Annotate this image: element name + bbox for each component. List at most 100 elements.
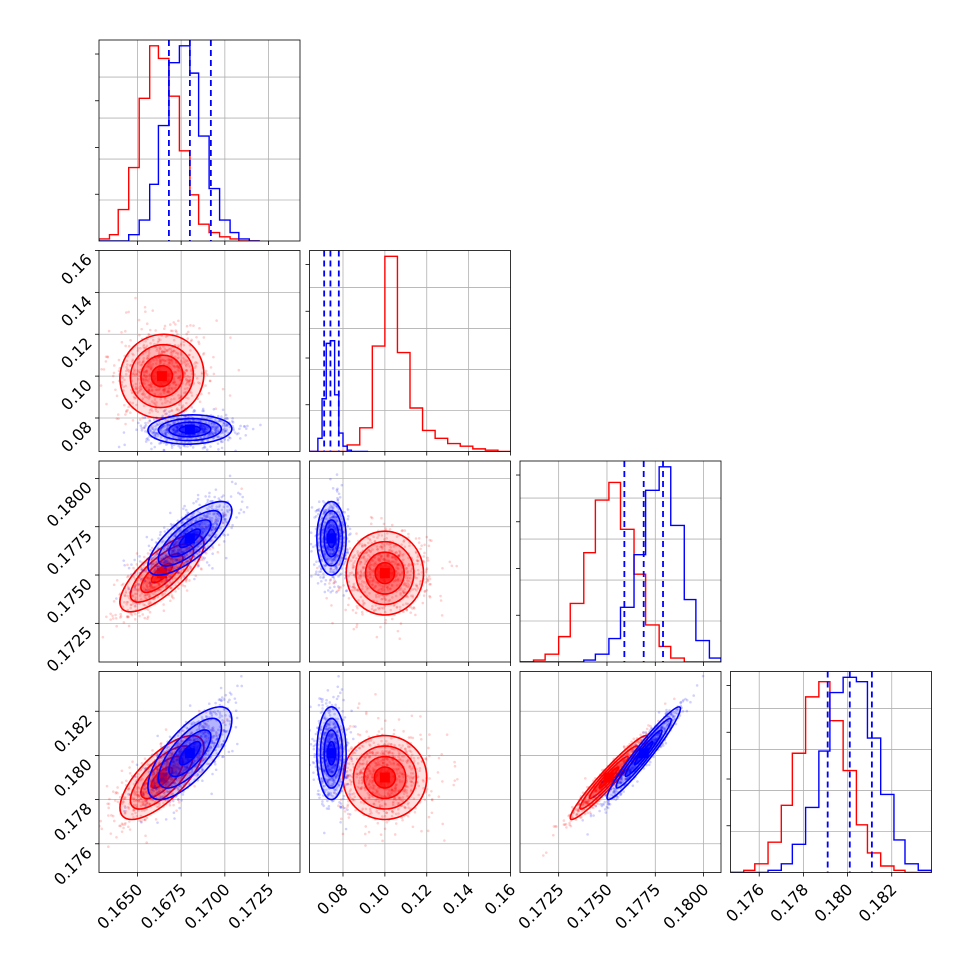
scatter-point [140, 392, 144, 396]
scatter-point [137, 370, 140, 374]
scatter-point [398, 549, 401, 553]
scatter-point [149, 548, 152, 552]
scatter-point [392, 604, 396, 607]
scatter-point [205, 507, 209, 510]
scatter-point [159, 530, 162, 534]
scatter-point [149, 385, 153, 389]
scatter-point [145, 375, 148, 379]
scatter-point [175, 408, 179, 412]
scatter-point [146, 575, 150, 578]
scatter-point [118, 824, 121, 828]
scatter-point [414, 537, 418, 540]
scatter-point [132, 797, 136, 800]
scatter-point [209, 433, 213, 437]
scatter-point [114, 791, 117, 795]
scatter-point [147, 595, 151, 599]
scatter-point [185, 553, 189, 556]
scatter-point [340, 556, 344, 559]
scatter-point [146, 587, 150, 590]
scatter-point [323, 590, 327, 594]
scatter-point [202, 353, 205, 356]
scatter-point [134, 596, 137, 599]
scatter-point [166, 552, 169, 556]
scatter-point [439, 599, 443, 602]
scatter-point [164, 555, 168, 558]
scatter-point [175, 383, 178, 387]
scatter-point [401, 558, 405, 562]
scatter-point [334, 566, 338, 569]
scatter-point [226, 510, 230, 514]
scatter-point [334, 556, 338, 559]
scatter-point [220, 419, 224, 423]
scatter-point [187, 383, 191, 386]
scatter-point [338, 529, 342, 532]
scatter-point [143, 374, 147, 378]
scatter-point [134, 811, 137, 815]
scatter-point [164, 566, 167, 570]
scatter-panel-1-0 [95, 250, 301, 456]
scatter-point [332, 506, 335, 509]
scatter-point [399, 591, 402, 595]
scatter-point [198, 525, 202, 529]
scatter-point [194, 517, 198, 521]
scatter-point [213, 418, 217, 422]
scatter-point [328, 549, 331, 552]
scatter-point [147, 579, 150, 582]
scatter-point [142, 391, 145, 395]
scatter-point [164, 429, 167, 432]
scatter-point [323, 565, 326, 568]
scatter-point [144, 310, 147, 313]
scatter-point [115, 624, 118, 628]
scatter-point [379, 545, 383, 548]
scatter-point [171, 386, 174, 390]
scatter-point [331, 515, 334, 519]
scatter-point [140, 364, 144, 367]
scatter-point [391, 617, 394, 621]
scatter-point [363, 581, 366, 584]
scatter-point [357, 576, 361, 579]
scatter-point [186, 522, 190, 526]
scatter-point [356, 550, 359, 553]
scatter-point [190, 391, 193, 395]
scatter-point [175, 540, 179, 544]
scatter-point [218, 514, 221, 518]
scatter-point [223, 429, 227, 433]
scatter-point [183, 576, 187, 579]
scatter-point [331, 515, 335, 519]
scatter-point [202, 558, 205, 561]
scatter-point [127, 787, 131, 791]
scatter-point [198, 400, 202, 404]
scatter-point [145, 580, 148, 584]
scatter-point [193, 524, 197, 528]
scatter-point [142, 792, 145, 795]
scatter-point [149, 583, 153, 587]
scatter-point [367, 553, 370, 557]
scatter-point [386, 553, 389, 557]
scatter-point [170, 444, 174, 447]
scatter-point [129, 363, 133, 367]
scatter-point [140, 568, 144, 571]
scatter-point [203, 546, 207, 549]
scatter-point [411, 594, 415, 598]
scatter-point [360, 583, 363, 586]
scatter-point [155, 566, 158, 569]
scatter-point [151, 798, 154, 802]
scatter-point [168, 557, 172, 560]
scatter-point [206, 736, 209, 740]
scatter-point [382, 558, 386, 561]
scatter-point [123, 601, 126, 604]
scatter-point [170, 357, 174, 361]
scatter-point [154, 388, 158, 391]
scatter-point [240, 487, 243, 491]
scatter-point [178, 551, 182, 555]
scatter-point [193, 366, 197, 370]
scatter-point [159, 588, 162, 591]
scatter-point [166, 561, 170, 565]
scatter-point [184, 529, 188, 533]
scatter-point [173, 380, 177, 384]
scatter-point [186, 359, 189, 363]
scatter-point [439, 594, 442, 598]
scatter-point [335, 591, 338, 594]
scatter-point [152, 401, 156, 405]
scatter-point [337, 492, 341, 496]
